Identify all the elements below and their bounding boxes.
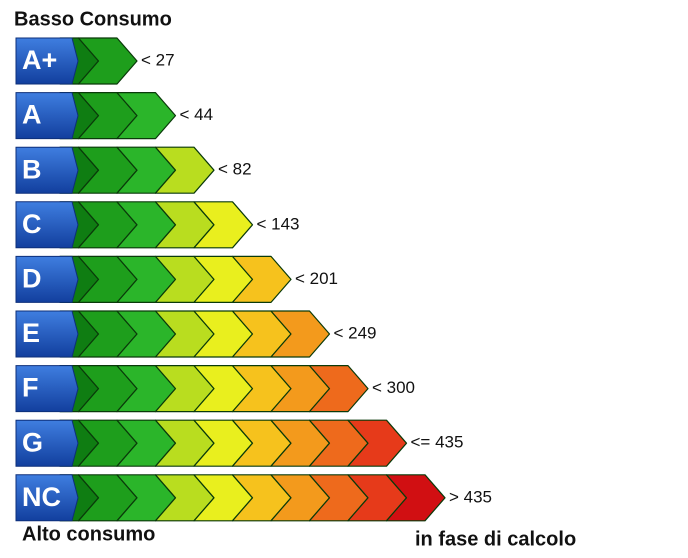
chevron [347,419,408,467]
class-label: D [22,264,42,294]
class-box [15,419,79,467]
chevron [308,365,369,413]
chevron [154,146,215,194]
footer-left: Alto consumo [22,523,155,545]
footer-right: in fase di calcolo [415,528,576,550]
class-label: A [22,100,42,130]
chevron [193,201,254,249]
class-label: F [22,373,39,403]
class-label: E [22,318,40,348]
class-row: F < 300 [15,365,415,413]
class-box [15,146,79,194]
class-row: B < 82 [15,146,252,194]
class-threshold: < 143 [257,214,300,233]
chevron [270,310,331,358]
class-label: NC [22,482,61,512]
chevron [231,255,292,303]
class-threshold: <= 435 [411,433,464,452]
class-box [15,37,79,85]
class-box [15,474,79,522]
class-box [15,201,79,249]
class-row: E < 249 [15,310,377,358]
class-threshold: < 82 [218,160,252,179]
class-threshold: < 44 [180,105,214,124]
class-box [15,365,79,413]
class-threshold: < 201 [295,269,338,288]
chevron [77,37,138,85]
class-box [15,92,79,140]
class-label: G [22,427,43,457]
class-row: D < 201 [15,255,338,303]
class-row: NC > 435 [15,474,492,522]
class-label: B [22,154,42,184]
class-threshold: < 249 [334,323,377,342]
class-threshold: < 300 [372,378,415,397]
class-box [15,310,79,358]
chevron [116,91,177,140]
class-label: A+ [22,45,57,75]
class-row: A+ < 27 [15,37,175,85]
class-row: G <= 435 [15,419,464,467]
chevron [385,474,446,522]
class-row: A < 44 [15,91,214,140]
class-row: C < 143 [15,201,300,249]
class-label: C [22,209,42,239]
class-threshold: < 27 [141,50,175,69]
class-threshold: > 435 [449,487,492,506]
class-box [15,255,79,303]
header-title: Basso Consumo [14,8,172,30]
